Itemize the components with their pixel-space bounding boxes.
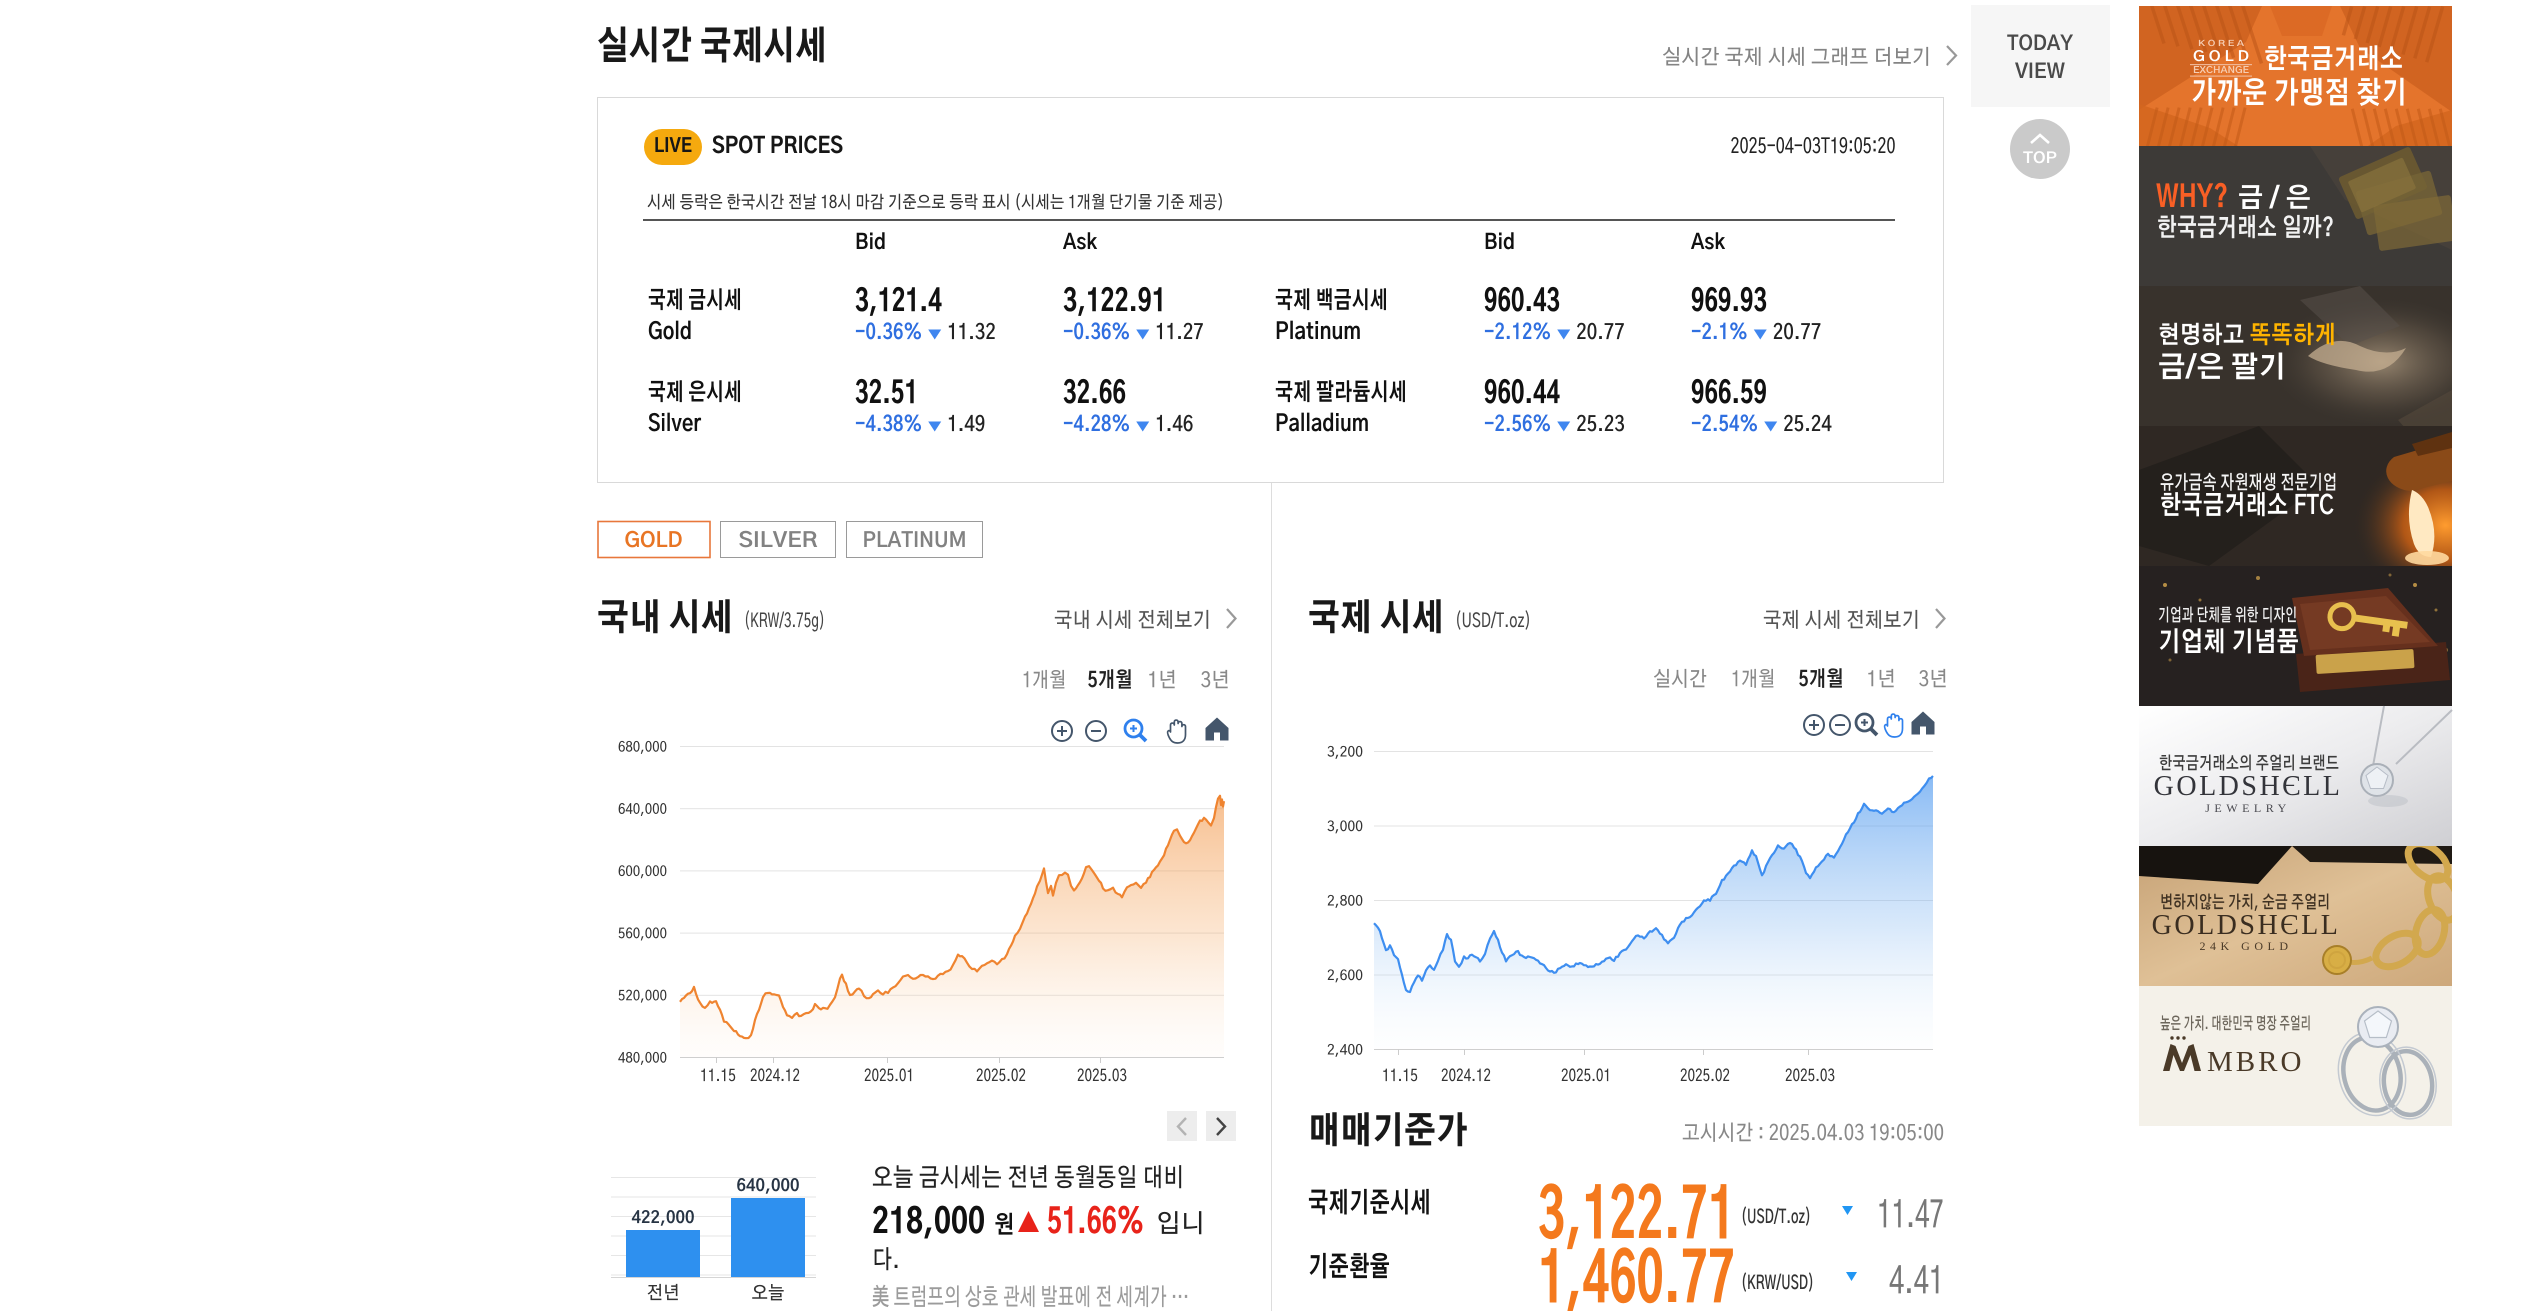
svg-text:24K GOLD: 24K GOLD bbox=[2200, 939, 2293, 953]
svg-text:JEWELRY: JEWELRY bbox=[2205, 801, 2291, 815]
svg-text:GOLDSHЄLL: GOLDSHЄLL bbox=[2152, 910, 2341, 941]
svg-text:MBRO: MBRO bbox=[2207, 1046, 2304, 1078]
svg-text:GOLDSHЄLL: GOLDSHЄLL bbox=[2154, 771, 2343, 802]
